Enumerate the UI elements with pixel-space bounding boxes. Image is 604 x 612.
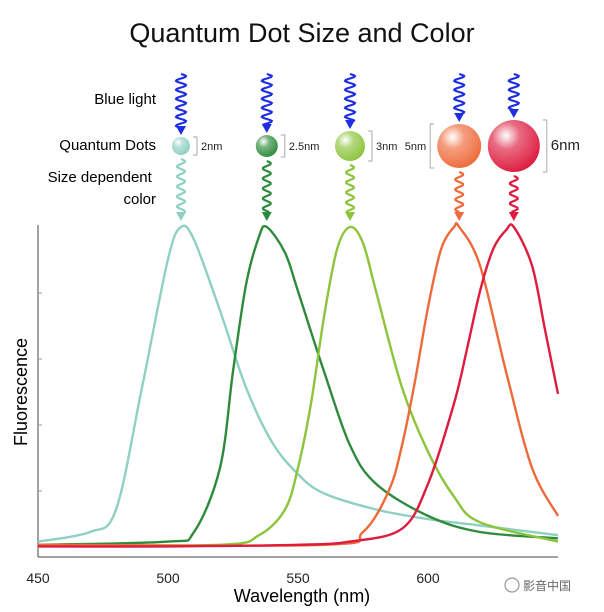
size-bracket-2nm	[193, 136, 198, 156]
size-bracket-6nm	[542, 119, 548, 173]
y-axis-label: Fluorescence	[11, 338, 31, 446]
row-label-line-2: color	[123, 191, 156, 208]
quantum-dot-3nm	[335, 131, 365, 161]
series-line-3nm	[37, 225, 559, 547]
emission-arrowhead-6nm	[508, 212, 519, 221]
row-label-quantum-dots: Quantum Dots	[59, 137, 156, 154]
chart-title: Quantum Dot Size and Color	[129, 18, 474, 48]
series-line-2.5nm	[37, 224, 559, 546]
emission-wave-3nm	[345, 163, 355, 213]
emission-wave-2nm	[176, 157, 186, 212]
x-tick-label: 550	[286, 570, 310, 586]
blue-light-arrowhead	[176, 126, 186, 135]
row-label-size-dependent-color: Size dependent color	[48, 169, 156, 208]
blue-light-wave	[452, 72, 466, 116]
emission-wave-2.5nm	[261, 159, 272, 214]
size-label-2nm: 2nm	[201, 141, 222, 153]
row-label-line-1: Size dependent	[48, 169, 153, 186]
watermark-icon	[504, 577, 520, 593]
emission-arrowhead-2.5nm	[261, 212, 272, 221]
blue-light-arrowhead	[508, 109, 519, 118]
x-axis-label: Wavelength (nm)	[234, 586, 370, 606]
emission-arrowhead-3nm	[345, 212, 355, 221]
quantum-dot-illustration: 2nm 2.5nm 3nm 5nm 6nm	[172, 72, 580, 221]
blue-light-wave	[174, 72, 188, 128]
quantum-dot-2.5nm	[255, 135, 278, 157]
size-bracket-2.5nm	[280, 134, 286, 158]
row-label-blue-light: Blue light	[94, 91, 157, 108]
series-line-6nm	[37, 223, 560, 548]
quantum-dot-2nm	[172, 137, 190, 155]
blue-light-arrowhead	[345, 120, 355, 129]
size-bracket-5nm	[429, 123, 435, 169]
watermark-text: 影音中国	[523, 578, 571, 593]
series-line-2nm	[37, 224, 559, 543]
quantum-dot-6nm	[487, 120, 540, 172]
blue-light-wave	[260, 72, 274, 127]
emission-wave-6nm	[508, 174, 519, 214]
x-tick-label: 450	[26, 570, 50, 586]
blue-light-wave	[507, 72, 521, 112]
watermark: 影音中国	[504, 577, 571, 593]
emission-arrowhead-5nm	[454, 212, 465, 221]
blue-light-wave	[343, 72, 357, 122]
emission-wave-5nm	[454, 170, 465, 214]
size-label-3nm: 3nm	[376, 141, 397, 153]
x-tick-labels: 450 500 550 600	[26, 570, 440, 586]
blue-light-arrowhead	[261, 124, 272, 133]
size-label-2.5nm: 2.5nm	[289, 141, 320, 153]
x-tick-label: 500	[156, 570, 180, 586]
series-curves	[37, 222, 560, 548]
axes	[37, 225, 558, 558]
size-label-5nm: 5nm	[405, 141, 426, 153]
series-line-5nm	[37, 222, 560, 547]
x-tick-label: 600	[416, 570, 440, 586]
size-bracket-3nm	[368, 130, 373, 162]
emission-arrowhead-2nm	[176, 212, 186, 221]
size-label-6nm: 6nm	[551, 137, 580, 154]
y-ticks	[38, 292, 42, 492]
quantum-dot-5nm	[437, 124, 482, 168]
blue-light-arrowhead	[454, 113, 465, 122]
